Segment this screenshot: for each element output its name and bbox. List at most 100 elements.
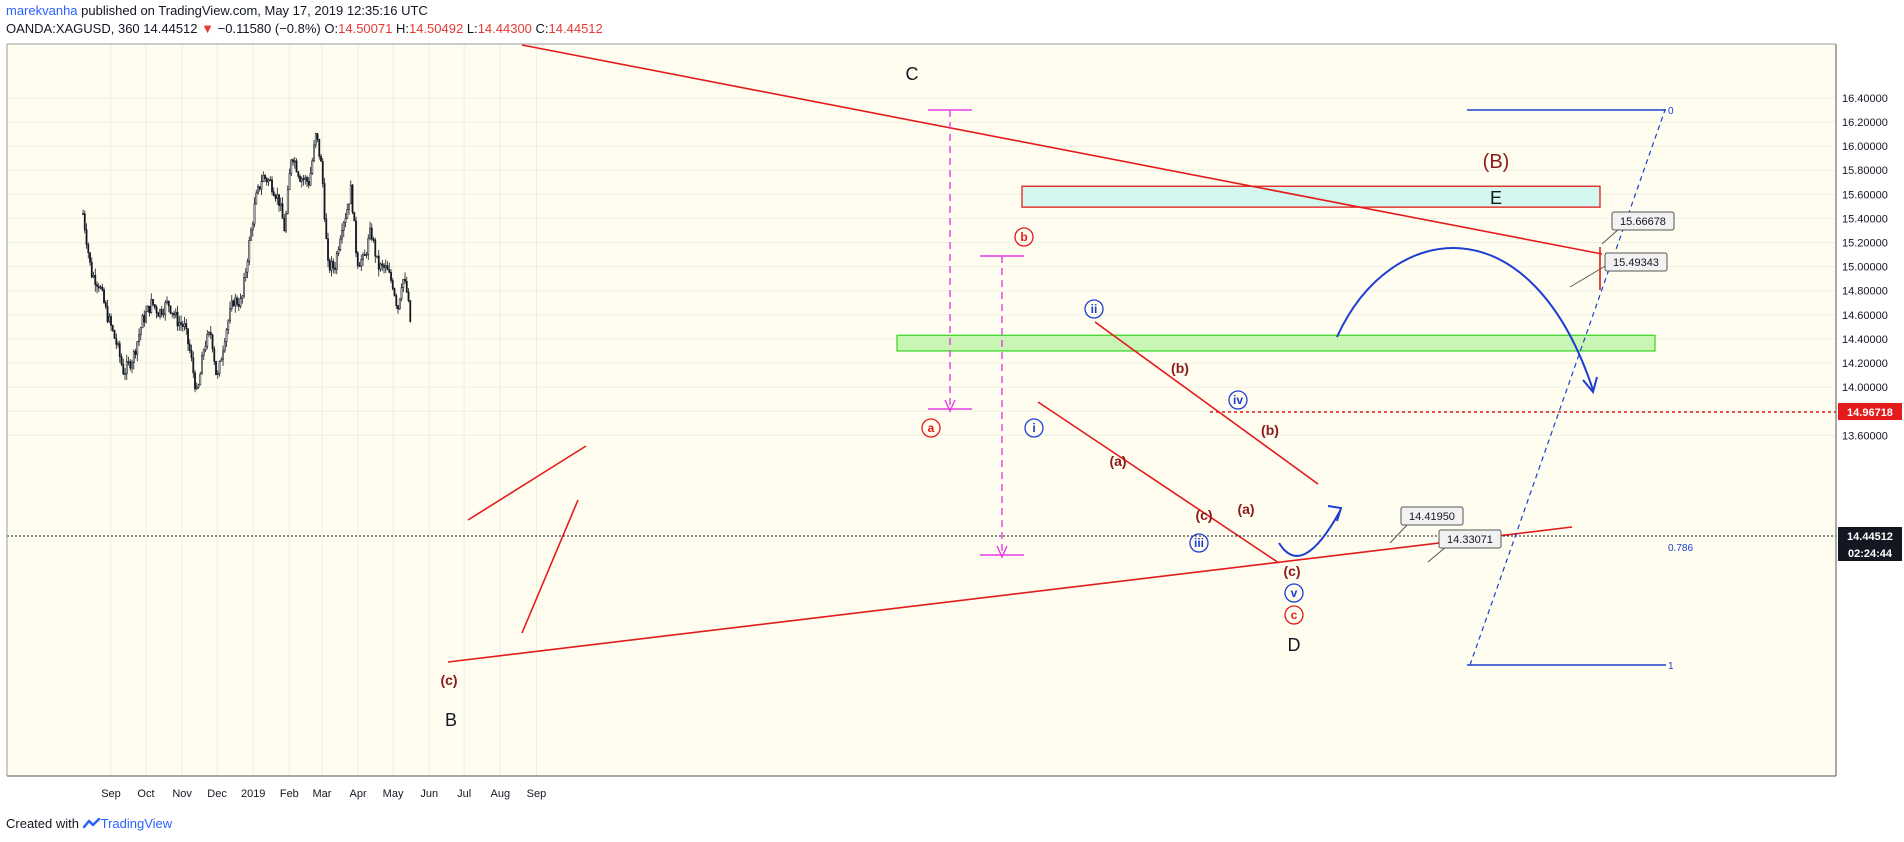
- candle-body: [318, 138, 321, 157]
- wave-label-major-B: B: [445, 710, 457, 730]
- candle-body: [265, 178, 268, 183]
- author-link[interactable]: marekvanha: [6, 3, 78, 18]
- price-axis[interactable]: 16.40000 16.20000 16.00000 15.80000 15.60000…: [1842, 93, 1888, 442]
- candle-body: [376, 255, 378, 258]
- y-tick-label: 15.20000: [1842, 238, 1888, 250]
- y-tick-label: 14.40000: [1842, 334, 1888, 346]
- candle-body: [92, 274, 95, 278]
- candle-body: [276, 194, 279, 199]
- candle-body: [307, 181, 310, 186]
- candle-body: [230, 300, 233, 309]
- candle-body: [369, 227, 371, 239]
- wave-label-paren-c-b: (c): [440, 672, 457, 688]
- candle-body: [127, 361, 130, 363]
- candle-body: [405, 280, 408, 293]
- channel-lower: [1037, 401, 1280, 564]
- wave-label-iv-ring: [1228, 390, 1248, 410]
- candle-body: [383, 264, 385, 268]
- candle-body: [288, 173, 291, 191]
- x-tick-label: Jul: [457, 788, 471, 800]
- candle-body: [281, 203, 284, 219]
- candle-body: [208, 332, 210, 335]
- wave-label-b: b: [1020, 230, 1027, 244]
- wave-label-major-D: D: [1288, 635, 1301, 655]
- candle-body: [295, 160, 298, 173]
- wave-label-major-E: E: [1490, 188, 1502, 208]
- candle-body: [164, 302, 167, 315]
- wave-label-major-C: C: [906, 64, 919, 84]
- wave-label-v-ring: [1284, 583, 1304, 603]
- wave-label-ii: ii: [1091, 302, 1098, 316]
- time-axis[interactable]: Sep Oct Nov Dec 2019 Feb Mar Apr May Jun Jul Aug Sep: [101, 788, 546, 800]
- candle-body: [248, 239, 251, 262]
- price-zones: [896, 185, 1656, 352]
- candle-body: [355, 220, 357, 254]
- candle-body: [306, 177, 308, 182]
- candle-body: [195, 386, 198, 390]
- candle-body: [229, 308, 231, 322]
- wave-label-paren-a1: (a): [1109, 453, 1126, 469]
- symbol-label[interactable]: OANDA:XAGUSD, 360: [6, 21, 140, 36]
- candle-body: [223, 341, 226, 352]
- candle-body: [136, 341, 139, 355]
- x-tick-label: Apr: [350, 788, 367, 800]
- badge-last-price: 14.44512: [1847, 531, 1893, 543]
- candle-body: [148, 305, 151, 313]
- x-tick-label: 2019: [241, 788, 265, 800]
- candle-body: [152, 299, 154, 305]
- candle-body: [166, 300, 168, 303]
- fib-label-1: 1: [1668, 661, 1674, 672]
- badge-last-price-bg: [1838, 527, 1902, 544]
- support-zone: [896, 334, 1656, 352]
- candle-body: [106, 306, 109, 322]
- candle-body: [407, 291, 410, 301]
- projection-arrowhead-small: [1327, 505, 1343, 522]
- candle-body: [297, 171, 300, 177]
- candle-body: [141, 315, 144, 329]
- x-tick-label: Sep: [101, 788, 121, 800]
- open-label: O:: [324, 21, 339, 36]
- candle-body: [129, 361, 132, 369]
- low-value: 14.44300: [477, 21, 532, 36]
- candle-body: [143, 315, 146, 323]
- wave-label-a: a: [928, 421, 935, 435]
- candle-body: [304, 177, 307, 180]
- candle-body: [131, 362, 133, 369]
- candle-body: [285, 213, 287, 232]
- candle-body: [334, 267, 336, 270]
- plot-background: [7, 44, 1836, 776]
- candle-body: [342, 222, 345, 231]
- candle-body: [241, 295, 244, 299]
- candle-body: [111, 325, 114, 331]
- fib-label-0: 0: [1668, 106, 1674, 117]
- candle-body: [89, 252, 91, 263]
- tradingview-link[interactable]: TradingView: [100, 816, 173, 831]
- candle-body: [236, 297, 238, 305]
- x-tick-label: Feb: [280, 788, 299, 800]
- candle-body: [215, 360, 217, 375]
- candle-body: [118, 343, 121, 357]
- candle-body: [349, 184, 352, 205]
- candle-body: [120, 356, 123, 365]
- candle-body: [358, 265, 361, 267]
- candle-body: [237, 304, 240, 307]
- candle-body: [327, 238, 329, 261]
- x-tick-label: May: [383, 788, 404, 800]
- candle-body: [323, 183, 326, 220]
- candle-body: [360, 259, 363, 267]
- candle-body: [96, 284, 98, 287]
- candle-body: [244, 271, 247, 278]
- candle-body: [209, 332, 212, 336]
- candle-body: [188, 343, 191, 351]
- y-tick-label: 16.40000: [1842, 93, 1888, 105]
- y-tick-label: 16.00000: [1842, 141, 1888, 153]
- candle-body: [351, 184, 354, 213]
- candle-body: [216, 373, 219, 376]
- candle-body: [391, 280, 394, 289]
- wave-label-i: i: [1032, 421, 1035, 435]
- candle-body: [227, 320, 230, 331]
- rising-wedge-upper: [467, 445, 587, 521]
- rising-wedge-lower: [521, 499, 579, 634]
